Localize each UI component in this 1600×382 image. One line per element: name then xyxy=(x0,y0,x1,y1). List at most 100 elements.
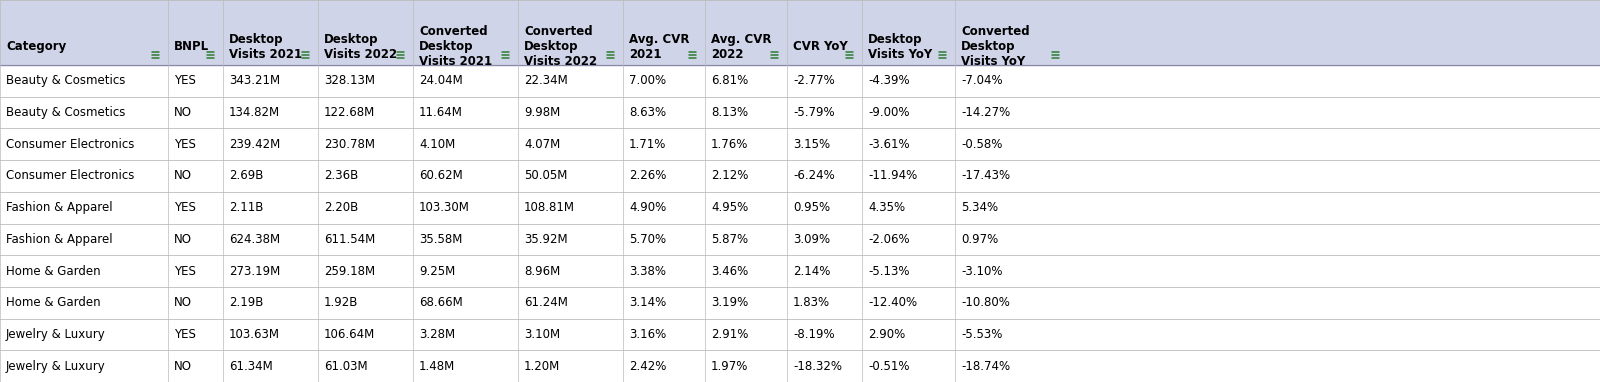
Text: 343.21M: 343.21M xyxy=(229,74,280,87)
Text: 1.97%: 1.97% xyxy=(710,359,749,373)
Text: 6.81%: 6.81% xyxy=(710,74,749,87)
Bar xyxy=(0,255,1600,287)
Text: 5.87%: 5.87% xyxy=(710,233,749,246)
Text: NO: NO xyxy=(174,170,192,183)
Text: YES: YES xyxy=(174,74,195,87)
Text: -9.00%: -9.00% xyxy=(867,106,909,119)
Text: 2.69B: 2.69B xyxy=(229,170,264,183)
Text: 2.36B: 2.36B xyxy=(323,170,358,183)
Bar xyxy=(0,287,1600,319)
Bar xyxy=(0,160,1600,192)
Text: -12.40%: -12.40% xyxy=(867,296,917,309)
Text: Home & Garden: Home & Garden xyxy=(6,265,101,278)
Text: Desktop
Visits 2021: Desktop Visits 2021 xyxy=(229,33,302,61)
Text: -4.39%: -4.39% xyxy=(867,74,910,87)
Text: 3.16%: 3.16% xyxy=(629,328,666,341)
Text: Converted
Desktop
Visits 2022: Converted Desktop Visits 2022 xyxy=(525,25,597,68)
Text: 4.10M: 4.10M xyxy=(419,138,456,151)
Bar xyxy=(0,128,1600,160)
Text: -10.80%: -10.80% xyxy=(962,296,1010,309)
Bar xyxy=(0,0,1600,65)
Text: -8.19%: -8.19% xyxy=(794,328,835,341)
Text: 2.26%: 2.26% xyxy=(629,170,666,183)
Bar xyxy=(0,319,1600,350)
Text: YES: YES xyxy=(174,265,195,278)
Text: 50.05M: 50.05M xyxy=(525,170,568,183)
Text: 108.81M: 108.81M xyxy=(525,201,574,214)
Text: 11.64M: 11.64M xyxy=(419,106,462,119)
Text: 4.95%: 4.95% xyxy=(710,201,749,214)
Text: BNPL: BNPL xyxy=(174,40,210,53)
Text: Avg. CVR
2022: Avg. CVR 2022 xyxy=(710,33,771,61)
Text: 2.90%: 2.90% xyxy=(867,328,906,341)
Text: Avg. CVR
2021: Avg. CVR 2021 xyxy=(629,33,690,61)
Text: 134.82M: 134.82M xyxy=(229,106,280,119)
Text: 3.10M: 3.10M xyxy=(525,328,560,341)
Text: 273.19M: 273.19M xyxy=(229,265,280,278)
Text: 103.63M: 103.63M xyxy=(229,328,280,341)
Text: Converted
Desktop
Visits 2021: Converted Desktop Visits 2021 xyxy=(419,25,493,68)
Text: 2.19B: 2.19B xyxy=(229,296,264,309)
Text: 60.62M: 60.62M xyxy=(419,170,462,183)
Text: 5.34%: 5.34% xyxy=(962,201,998,214)
Text: 9.98M: 9.98M xyxy=(525,106,560,119)
Text: -18.74%: -18.74% xyxy=(962,359,1010,373)
Bar xyxy=(0,97,1600,128)
Text: 2.11B: 2.11B xyxy=(229,201,264,214)
Text: 122.68M: 122.68M xyxy=(323,106,376,119)
Text: 5.70%: 5.70% xyxy=(629,233,666,246)
Text: 3.19%: 3.19% xyxy=(710,296,749,309)
Text: 7.00%: 7.00% xyxy=(629,74,666,87)
Text: 3.38%: 3.38% xyxy=(629,265,666,278)
Text: Desktop
Visits YoY: Desktop Visits YoY xyxy=(867,33,933,61)
Text: 1.92B: 1.92B xyxy=(323,296,358,309)
Text: 624.38M: 624.38M xyxy=(229,233,280,246)
Text: Desktop
Visits 2022: Desktop Visits 2022 xyxy=(323,33,397,61)
Text: -3.10%: -3.10% xyxy=(962,265,1003,278)
Text: Home & Garden: Home & Garden xyxy=(6,296,101,309)
Text: -2.77%: -2.77% xyxy=(794,74,835,87)
Text: 0.95%: 0.95% xyxy=(794,201,830,214)
Text: YES: YES xyxy=(174,138,195,151)
Text: 1.76%: 1.76% xyxy=(710,138,749,151)
Text: 3.09%: 3.09% xyxy=(794,233,830,246)
Text: 2.42%: 2.42% xyxy=(629,359,666,373)
Text: YES: YES xyxy=(174,328,195,341)
Text: 35.92M: 35.92M xyxy=(525,233,568,246)
Text: 106.64M: 106.64M xyxy=(323,328,376,341)
Text: 22.34M: 22.34M xyxy=(525,74,568,87)
Text: -14.27%: -14.27% xyxy=(962,106,1010,119)
Text: NO: NO xyxy=(174,359,192,373)
Text: 2.14%: 2.14% xyxy=(794,265,830,278)
Text: Beauty & Cosmetics: Beauty & Cosmetics xyxy=(6,106,125,119)
Text: 0.97%: 0.97% xyxy=(962,233,998,246)
Bar xyxy=(0,350,1600,382)
Text: -2.06%: -2.06% xyxy=(867,233,910,246)
Bar xyxy=(0,65,1600,97)
Text: -11.94%: -11.94% xyxy=(867,170,917,183)
Text: -7.04%: -7.04% xyxy=(962,74,1003,87)
Text: -0.51%: -0.51% xyxy=(867,359,909,373)
Text: Beauty & Cosmetics: Beauty & Cosmetics xyxy=(6,74,125,87)
Text: -18.32%: -18.32% xyxy=(794,359,842,373)
Bar xyxy=(0,192,1600,223)
Text: 61.24M: 61.24M xyxy=(525,296,568,309)
Text: 3.15%: 3.15% xyxy=(794,138,830,151)
Text: YES: YES xyxy=(174,201,195,214)
Text: Fashion & Apparel: Fashion & Apparel xyxy=(6,233,112,246)
Text: Consumer Electronics: Consumer Electronics xyxy=(6,170,134,183)
Text: 8.96M: 8.96M xyxy=(525,265,560,278)
Text: 68.66M: 68.66M xyxy=(419,296,462,309)
Text: 1.83%: 1.83% xyxy=(794,296,830,309)
Text: -0.58%: -0.58% xyxy=(962,138,1002,151)
Text: -6.24%: -6.24% xyxy=(794,170,835,183)
Text: Converted
Desktop
Visits YoY: Converted Desktop Visits YoY xyxy=(962,25,1030,68)
Text: 3.46%: 3.46% xyxy=(710,265,749,278)
Text: Consumer Electronics: Consumer Electronics xyxy=(6,138,134,151)
Text: 61.34M: 61.34M xyxy=(229,359,272,373)
Text: 611.54M: 611.54M xyxy=(323,233,376,246)
Text: Jewelry & Luxury: Jewelry & Luxury xyxy=(6,328,106,341)
Text: 24.04M: 24.04M xyxy=(419,74,462,87)
Text: 8.63%: 8.63% xyxy=(629,106,666,119)
Text: -17.43%: -17.43% xyxy=(962,170,1010,183)
